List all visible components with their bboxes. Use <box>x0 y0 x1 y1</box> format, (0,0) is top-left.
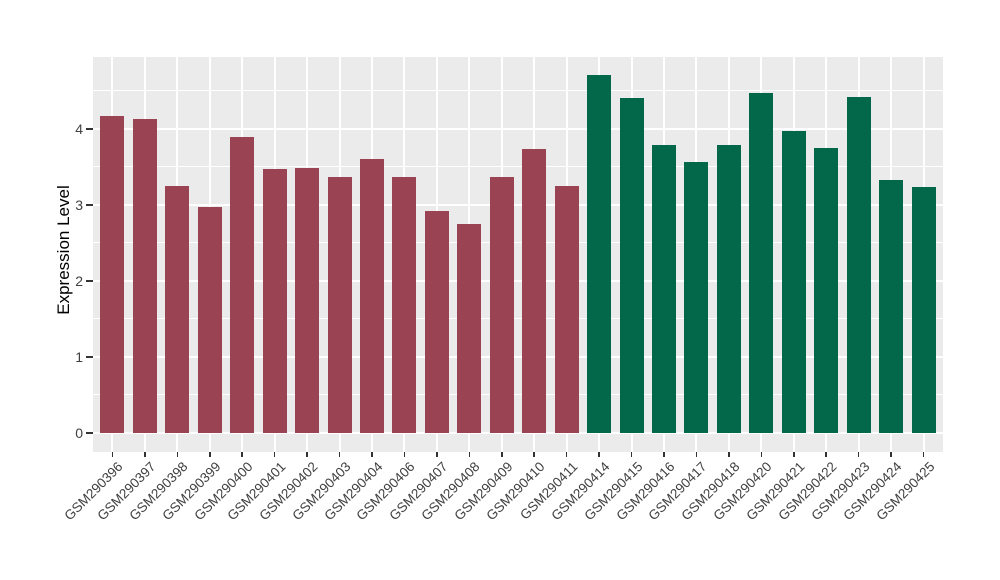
x-tick-mark <box>306 452 308 457</box>
x-tick-mark <box>403 452 406 457</box>
bar-GSM290424 <box>879 180 904 433</box>
x-tick-mark <box>565 452 568 457</box>
bar-GSM290402 <box>295 168 320 433</box>
x-tick-mark <box>371 452 373 457</box>
bar-GSM290406 <box>392 177 417 433</box>
minor-gridline <box>93 90 943 92</box>
minor-gridline <box>93 394 943 396</box>
bar-GSM290420 <box>749 92 774 433</box>
x-tick-mark <box>241 452 243 457</box>
bar-GSM290414 <box>587 74 612 433</box>
bar-GSM290415 <box>619 98 644 433</box>
plot-panel <box>93 57 943 452</box>
major-gridline <box>93 432 943 434</box>
bar-GSM290400 <box>230 136 255 433</box>
bar-GSM290396 <box>100 115 125 433</box>
x-tick-mark <box>598 452 600 457</box>
x-tick-mark <box>695 452 698 457</box>
bar-GSM290397 <box>132 118 157 433</box>
bar-GSM290423 <box>846 97 871 433</box>
major-gridline <box>93 127 943 130</box>
bar-GSM290398 <box>165 186 190 433</box>
y-tick-mark <box>86 355 93 358</box>
major-gridline <box>93 203 943 206</box>
x-tick-mark <box>890 452 892 457</box>
bar-GSM290408 <box>457 224 482 433</box>
y-tick-label: 2 <box>75 272 83 289</box>
x-tick-mark <box>273 452 276 457</box>
y-tick-label: 0 <box>75 425 83 441</box>
x-tick-mark <box>176 452 179 457</box>
x-tick-mark <box>338 452 341 457</box>
x-tick-mark <box>501 452 503 457</box>
x-tick-mark <box>533 452 535 457</box>
bar-GSM290409 <box>489 177 514 433</box>
y-tick-mark <box>86 127 93 130</box>
y-tick-label: 1 <box>75 348 83 365</box>
x-tick-mark <box>144 452 146 457</box>
bar-GSM290416 <box>651 145 676 433</box>
x-tick-mark <box>468 452 471 457</box>
y-tick-mark <box>86 279 93 282</box>
bar-GSM290417 <box>684 162 709 433</box>
y-tick-label: 4 <box>75 120 83 137</box>
x-tick-mark <box>728 452 730 457</box>
bar-GSM290404 <box>360 159 384 433</box>
minor-gridline <box>93 166 943 168</box>
y-tick-mark <box>86 432 93 434</box>
x-tick-mark <box>760 452 763 457</box>
bar-GSM290418 <box>716 145 741 433</box>
bar-GSM290401 <box>262 168 287 433</box>
x-tick-mark <box>111 452 114 457</box>
bar-GSM290410 <box>522 149 547 433</box>
x-tick-mark <box>793 452 795 457</box>
x-tick-mark <box>663 452 665 457</box>
x-tick-mark <box>209 452 211 457</box>
x-tick-mark <box>825 452 827 457</box>
x-tick-mark <box>436 452 438 457</box>
major-gridline <box>93 355 943 358</box>
bar-GSM290403 <box>327 176 352 433</box>
x-tick-mark <box>630 452 633 457</box>
y-tick-label: 3 <box>75 196 83 213</box>
minor-gridline <box>93 242 943 244</box>
x-tick-mark <box>922 452 925 457</box>
bar-GSM290399 <box>197 206 222 433</box>
y-tick-mark <box>86 203 93 206</box>
x-tick-mark <box>857 452 860 457</box>
bar-GSM290421 <box>781 130 806 433</box>
minor-gridline <box>93 318 943 320</box>
bar-GSM290425 <box>911 187 936 433</box>
bar-GSM290422 <box>814 147 839 433</box>
major-gridline <box>93 279 943 282</box>
bar-GSM290407 <box>424 210 449 433</box>
bar-GSM290411 <box>554 185 579 433</box>
